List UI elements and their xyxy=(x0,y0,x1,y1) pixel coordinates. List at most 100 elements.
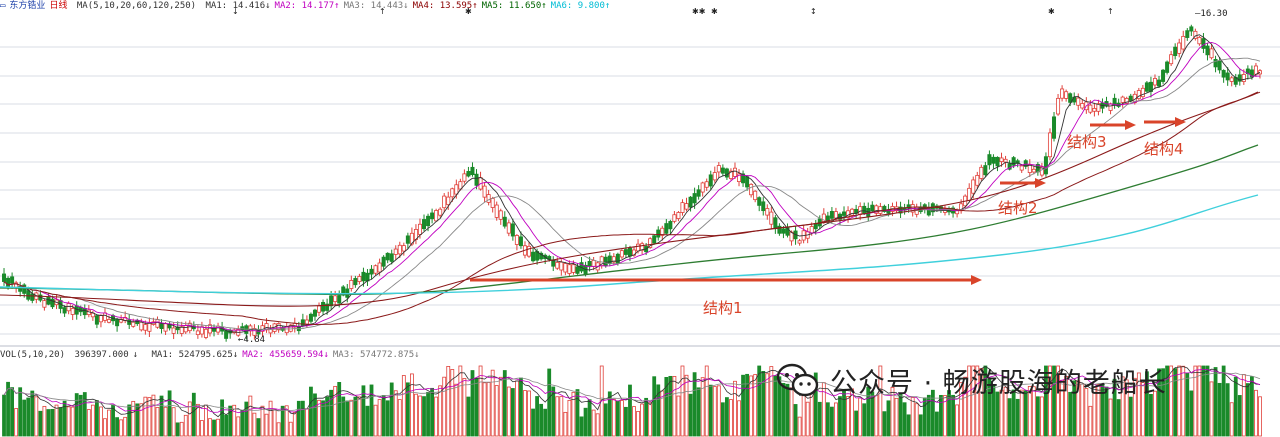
volume-bar xyxy=(947,390,951,437)
chart-menu-icon[interactable]: ▭ xyxy=(0,1,6,11)
volume-bar xyxy=(918,414,923,437)
volume-bar xyxy=(478,365,483,437)
volume-bar xyxy=(155,407,160,437)
volume-bar xyxy=(38,410,43,437)
volume-bar xyxy=(704,365,709,437)
vol-ma20-line xyxy=(3,372,1261,412)
candle-body xyxy=(135,320,140,325)
candle-body xyxy=(648,238,653,248)
candle-body xyxy=(131,321,136,327)
candle-body xyxy=(107,319,112,323)
candle-body xyxy=(720,167,725,174)
volume-bar xyxy=(628,384,632,437)
candle-body xyxy=(1237,74,1242,82)
volume-bar xyxy=(510,388,515,437)
volume-bar xyxy=(236,416,241,437)
candle-body xyxy=(438,208,443,216)
candle-body xyxy=(308,313,313,322)
candle-body xyxy=(381,256,386,267)
structure-label-4: 结构4 xyxy=(1144,140,1184,158)
candle-body xyxy=(862,205,867,215)
volume-bar xyxy=(926,394,931,437)
candle-body xyxy=(1165,61,1170,73)
volume-bar xyxy=(220,399,224,437)
volume-bar xyxy=(583,407,588,437)
volume-bar xyxy=(967,365,972,437)
volume-bar xyxy=(1104,386,1109,437)
candle-body xyxy=(850,208,855,216)
volume-bar xyxy=(438,385,443,437)
candle-body xyxy=(405,235,410,244)
volume-bar xyxy=(401,375,406,437)
candle-body xyxy=(317,305,322,313)
volume-bar xyxy=(975,365,980,437)
candle-body xyxy=(119,318,124,323)
candle-body xyxy=(991,156,996,164)
candle-body xyxy=(1052,116,1057,139)
candle-body xyxy=(741,173,746,184)
candle-body xyxy=(30,293,35,301)
candle-body xyxy=(1140,87,1145,98)
volume-bar xyxy=(369,384,374,437)
candle-body xyxy=(1128,95,1133,101)
volume-bar xyxy=(256,418,261,437)
volume-bar xyxy=(1169,365,1174,437)
volume-bar xyxy=(943,395,947,437)
volume-bar xyxy=(1177,365,1182,437)
candle-body xyxy=(458,181,463,190)
candle-body xyxy=(1189,26,1194,32)
candle-body xyxy=(777,225,782,234)
candle-body xyxy=(466,171,471,177)
wechat-icon xyxy=(776,362,820,398)
candle-body xyxy=(426,215,431,227)
volume-bar xyxy=(1048,365,1052,437)
candle-body xyxy=(70,308,75,315)
volume-bar xyxy=(834,402,838,437)
volume-bar xyxy=(385,400,390,437)
volume-bar xyxy=(373,404,378,437)
candle-body xyxy=(765,208,770,216)
candle-body xyxy=(696,189,701,197)
volume-bar xyxy=(664,377,669,437)
candle-body xyxy=(207,324,212,334)
volume-bar xyxy=(519,377,523,437)
volume-bar xyxy=(111,404,115,437)
volume-bar xyxy=(252,412,257,437)
ma20-line xyxy=(3,57,1261,330)
volume-bar xyxy=(377,399,382,437)
volume-bar xyxy=(191,392,196,437)
candle-body xyxy=(454,184,459,195)
candle-body xyxy=(494,204,499,218)
candle-body xyxy=(6,277,11,289)
ma-readouts: MA1: 14.416↓ MA2: 14.177↑ MA3: 14.443↓ MA4:… xyxy=(206,1,615,11)
candle-body xyxy=(430,212,435,220)
volume-bar xyxy=(648,402,653,437)
volume-bar xyxy=(345,400,350,437)
structure-label-2: 结构2 xyxy=(998,199,1038,217)
volume-bar xyxy=(393,390,398,437)
candle-body xyxy=(94,315,99,325)
candle-body xyxy=(446,196,451,206)
volume-bar xyxy=(498,376,503,437)
candle-body xyxy=(749,183,754,196)
candle-body xyxy=(50,298,55,308)
volume-bar xyxy=(1035,396,1040,437)
volume-bar xyxy=(696,387,701,437)
stock-name: 东方锆业 xyxy=(9,1,46,11)
volume-bar xyxy=(502,370,507,437)
volume-bar xyxy=(135,403,140,437)
candle-body xyxy=(1173,46,1178,57)
volume-bar xyxy=(620,400,624,437)
ma-readout-1: MA1: 14.416↓ xyxy=(205,1,271,11)
candle-body xyxy=(321,301,326,312)
vol-params: VOL(5,10,20) xyxy=(0,350,66,360)
candle-body xyxy=(906,204,911,209)
volume-bar xyxy=(720,402,725,437)
candle-body xyxy=(611,256,616,263)
volume-bar xyxy=(442,376,447,437)
candle-body xyxy=(78,306,83,313)
candle-body xyxy=(159,323,164,329)
volume-bar xyxy=(1185,372,1190,437)
